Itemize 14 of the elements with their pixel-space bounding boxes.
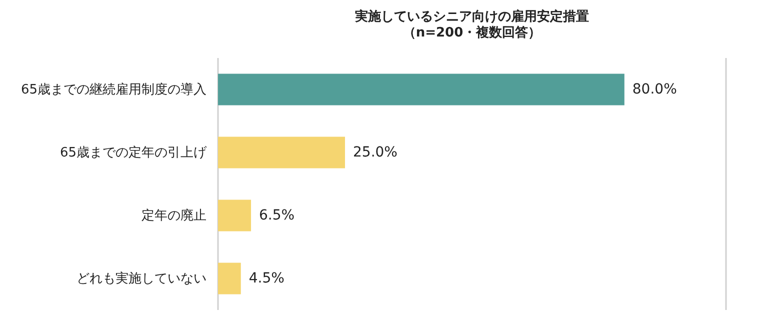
y-tick-label: 定年の廃止 [142,208,206,224]
data-label: 80.0% [632,82,677,98]
y-tick-label: 65歳までの継続雇用制度の導入 [20,82,206,98]
bar [218,136,345,168]
data-label: 4.5% [248,270,284,286]
chart-title: 実施しているシニア向けの雇用安定措置 [354,8,589,24]
bar [218,200,252,232]
bar [218,262,241,294]
y-tick-label: どれも実施していない [76,270,206,286]
data-label: 25.0% [353,144,398,160]
bar [218,74,624,106]
y-tick-label: 65歳までの定年の引上げ [60,146,208,160]
chart-subtitle: （n=200・複数回答） [402,24,542,40]
data-label: 6.5% [259,208,295,224]
